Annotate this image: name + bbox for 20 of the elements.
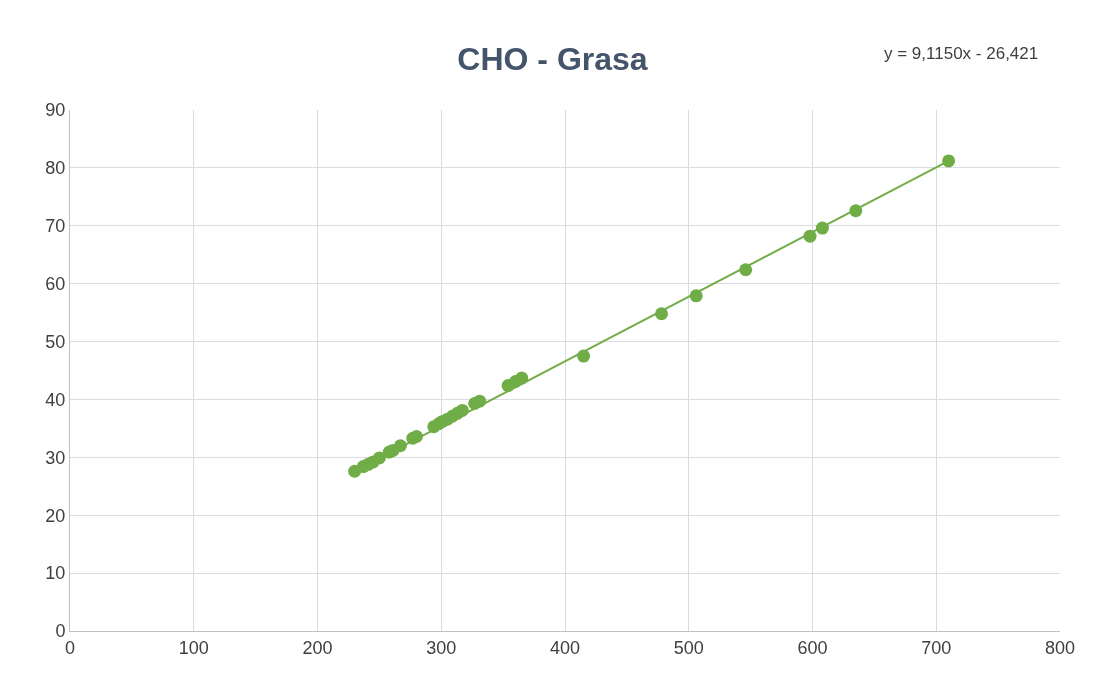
y-tick-label: 60	[45, 273, 66, 294]
y-tick-label: 20	[45, 505, 66, 526]
x-tick-label: 400	[549, 637, 581, 658]
x-tick-label: 300	[426, 637, 457, 658]
x-tick-label: 700	[921, 637, 952, 658]
y-tick-label: 80	[45, 158, 66, 179]
y-tick-label: 70	[45, 216, 66, 237]
x-tick-label: 200	[302, 637, 333, 658]
chart-title: CHO - Grasa	[457, 41, 648, 78]
y-tick-label: 50	[45, 331, 66, 352]
x-tick-label: 800	[1044, 637, 1076, 658]
text: y = 9,1150x - 26,421	[884, 44, 1039, 63]
y-tick-label: 30	[45, 447, 66, 468]
y-tick-label: 10	[45, 563, 66, 584]
x-tick-label: 100	[178, 637, 209, 658]
y-tick-label: 40	[45, 389, 66, 410]
y-tick-label: 0	[55, 621, 66, 642]
y-tick-label: 90	[45, 100, 66, 121]
x-tick-label: 500	[673, 637, 704, 658]
x-tick-label: 600	[797, 637, 828, 658]
